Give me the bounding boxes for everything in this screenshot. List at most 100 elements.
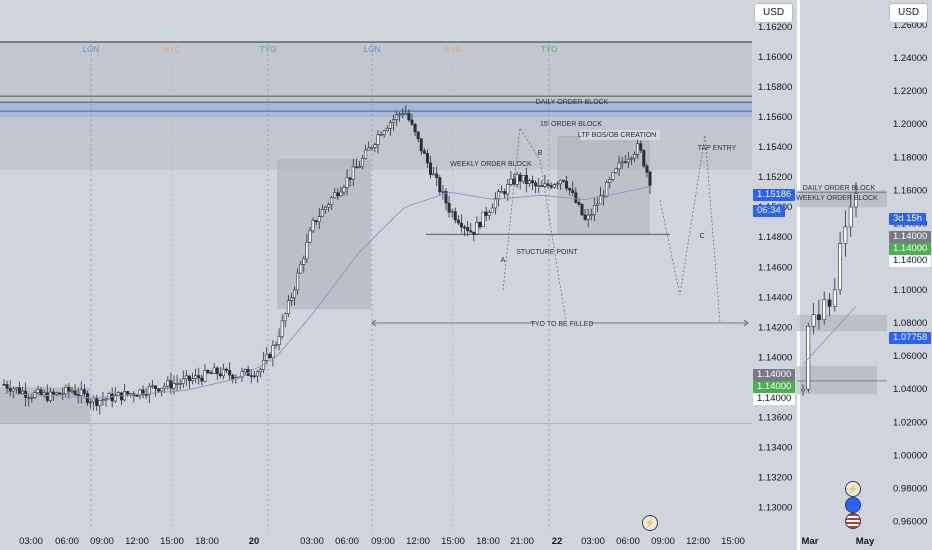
us-flag-icon[interactable] xyxy=(845,513,861,529)
candle-body xyxy=(206,370,210,374)
candle-body xyxy=(364,149,368,159)
lightning-icon[interactable]: ⚡ xyxy=(845,481,861,497)
candle-body xyxy=(119,392,123,401)
candle-body xyxy=(592,205,596,215)
candle-body xyxy=(518,174,522,182)
lightning-icon[interactable]: ⚡ xyxy=(642,515,658,531)
ltf-bos-label-bg xyxy=(580,130,660,140)
candle-body xyxy=(277,336,281,345)
candle-body xyxy=(401,113,405,115)
weekly-candle-body xyxy=(848,206,853,228)
weekly-candle-body xyxy=(806,325,811,390)
candle-body xyxy=(147,386,151,396)
candle-body xyxy=(305,241,309,260)
candle-body xyxy=(76,394,80,396)
candle-body xyxy=(175,383,179,385)
candle-body xyxy=(608,179,612,183)
candle-body xyxy=(259,369,263,373)
candle-body xyxy=(447,202,451,213)
candle-body xyxy=(178,382,182,385)
candle-body xyxy=(61,393,65,396)
candle-body xyxy=(333,192,337,199)
candle-body xyxy=(413,123,417,133)
annotation-b: B xyxy=(538,150,543,157)
candle-body xyxy=(493,198,497,209)
weekly-candle-body xyxy=(838,243,843,291)
candle-body xyxy=(144,394,148,396)
candle-body xyxy=(150,385,154,388)
candle-body xyxy=(95,397,99,406)
y-tick-label: 1.13000 xyxy=(758,502,792,513)
annotation-structure-point: STUCTURE POINT xyxy=(516,249,578,256)
candle-body xyxy=(228,370,232,376)
y-tick-label: 1.14400 xyxy=(758,292,792,303)
candle-body xyxy=(36,389,40,393)
candle-body xyxy=(157,388,161,392)
candle-body xyxy=(64,386,68,395)
candle-body xyxy=(500,191,504,193)
candle-body xyxy=(104,398,108,401)
candle-body xyxy=(336,192,340,197)
candle-body xyxy=(2,384,6,386)
weekly-y-tick-label: 1.16000 xyxy=(893,185,927,196)
weekly-candle-body xyxy=(822,299,827,320)
session-label: TYO xyxy=(541,45,557,54)
weekly-y-tick-label: 0.98000 xyxy=(893,484,927,495)
weekly-y-tick-label: 1.04000 xyxy=(893,384,927,395)
currency-button-main[interactable]: USD xyxy=(754,3,794,23)
candle-body xyxy=(17,387,21,394)
y-tick-label: 1.14200 xyxy=(758,322,792,333)
candle-body xyxy=(302,258,306,265)
weekly-mid-zone xyxy=(797,314,887,332)
candle-body xyxy=(382,130,386,135)
weekly-daily-ob-zone xyxy=(797,190,887,208)
candle-body xyxy=(617,162,621,170)
weekly-y-tick-label: 0.96000 xyxy=(893,517,927,528)
candle-body xyxy=(113,394,117,402)
candle-body xyxy=(497,191,501,199)
candle-body xyxy=(463,226,467,229)
weekly-y-tick-label: 1.22000 xyxy=(893,86,927,97)
candle-body xyxy=(419,138,423,152)
weekly-x-tick-label: May xyxy=(856,536,875,547)
candle-body xyxy=(225,368,229,371)
y-tick-label: 1.13200 xyxy=(758,472,792,483)
candle-body xyxy=(141,389,145,395)
time-axis-main xyxy=(0,530,752,550)
weekly-annotation-weekly-ob: WEEKLY ORDER BLOCK xyxy=(796,195,878,202)
candle-body xyxy=(221,368,225,377)
candle-body xyxy=(317,216,321,223)
annotation-weekly-order-block: WEEKLY ORDER BLOCK xyxy=(450,161,532,168)
candle-body xyxy=(293,289,297,299)
weekly-candle-body xyxy=(843,226,848,244)
candle-body xyxy=(543,183,547,187)
session-label: TYO xyxy=(260,45,276,54)
candle-body xyxy=(289,297,293,301)
candle-body xyxy=(320,209,324,217)
y-tick-label: 1.14800 xyxy=(758,232,792,243)
candle-body xyxy=(614,168,618,174)
candle-body xyxy=(197,375,201,379)
candle-body xyxy=(574,192,578,203)
candle-body xyxy=(215,367,219,375)
annotation-ltf-bos: LTF BOS/OB CREATION xyxy=(578,132,656,139)
y-tick-label: 1.15800 xyxy=(758,82,792,93)
currency-button-weekly[interactable]: USD xyxy=(889,3,929,23)
blue-dot-icon[interactable] xyxy=(845,497,861,513)
last-price-tag: 1.15186 xyxy=(753,189,796,201)
candle-body xyxy=(629,157,633,160)
candle-body xyxy=(311,220,315,232)
candle-body xyxy=(348,177,352,180)
candle-body xyxy=(296,272,300,291)
weekly-y-tick-label: 1.26000 xyxy=(893,20,927,31)
candle-body xyxy=(605,182,609,198)
candle-body xyxy=(404,112,408,115)
candle-body xyxy=(549,185,553,188)
candle-body xyxy=(172,383,176,389)
candle-body xyxy=(376,134,380,145)
candle-body xyxy=(639,143,643,151)
candle-body xyxy=(249,375,253,377)
candle-body xyxy=(595,203,599,206)
candle-body xyxy=(191,378,195,382)
